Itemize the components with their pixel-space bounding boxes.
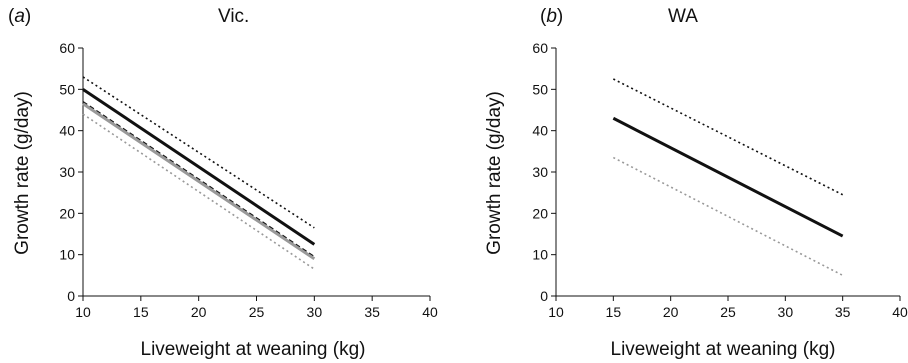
panel-b-series-line-2 [612, 156, 844, 277]
panel-a-series-line-2 [82, 101, 315, 258]
panel-b-series [612, 78, 844, 277]
panel-a-y-tick-label: 30 [59, 164, 75, 180]
panel-b-x-tick-label: 15 [606, 304, 622, 320]
panel-b-y-axis-title: Growth rate (g/day) [484, 91, 505, 255]
panel-a-x-tick-label: 30 [307, 304, 323, 320]
panel-a-x-axis-title: Liveweight at weaning (kg) [141, 339, 366, 360]
panel-a-letter: (a) [8, 6, 31, 27]
panel-b-y-tick-label: 50 [532, 81, 548, 97]
panel-a-x-tick-label: 10 [75, 304, 91, 320]
panel-a-x-tick-label: 35 [364, 304, 380, 320]
panel-b-x-tick-label: 20 [663, 304, 679, 320]
panel-a-x-tick-label: 20 [191, 304, 207, 320]
panel-a-x-tick-label: 15 [133, 304, 149, 320]
panel-b-y-tick-label: 30 [532, 164, 548, 180]
panel-a-y-tick-label: 10 [59, 247, 75, 263]
panel-a-series-line-3 [82, 102, 316, 261]
panel-b-y-tick-label: 10 [532, 247, 548, 263]
panel-a-y-tick-label: 20 [59, 205, 75, 221]
panel-a-y-tick-label: 60 [59, 40, 75, 56]
panel-a-series-line-0 [82, 76, 315, 229]
panel-b-wa: (b) WA Growth rate (g/day) Liveweight at… [484, 6, 908, 360]
panel-b-y-tick-label: 20 [532, 205, 548, 221]
panel-b-title: WA [668, 6, 698, 27]
panel-b-axes [555, 48, 900, 297]
panel-a-title: Vic. [218, 6, 249, 27]
panel-b-y-tick-label: 40 [532, 123, 548, 139]
panel-b-series-line-1 [612, 116, 844, 238]
panel-b-y-tick-label: 60 [532, 40, 548, 56]
panel-b-x-tick-label: 25 [720, 304, 736, 320]
panel-b-x-tick-label: 35 [835, 304, 851, 320]
panel-b-y-tick-label: 0 [540, 288, 548, 304]
panel-b-x-tick-label: 10 [548, 304, 564, 320]
panel-a-x-tick-label: 25 [249, 304, 265, 320]
panel-a-y-tick-label: 40 [59, 123, 75, 139]
panel-b-x-axis-title: Liveweight at weaning (kg) [611, 339, 836, 360]
panel-b-x-tick-label: 30 [778, 304, 794, 320]
panel-b-letter: (b) [540, 6, 563, 27]
panel-a-x-tick-label: 40 [422, 304, 438, 320]
panel-a-series-line-4 [82, 113, 315, 270]
panel-a-vic: (a) Vic. Growth rate (g/day) Liveweight … [8, 6, 438, 360]
panel-a-y-tick-label: 50 [59, 81, 75, 97]
panel-a-y-axis-title: Growth rate (g/day) [12, 91, 33, 255]
panel-a-axes [82, 48, 430, 297]
panel-a-series [82, 76, 316, 270]
panel-a-series-line-1 [82, 88, 316, 246]
panel-a-y-tick-label: 0 [67, 288, 75, 304]
panel-b-x-tick-label: 40 [892, 304, 908, 320]
